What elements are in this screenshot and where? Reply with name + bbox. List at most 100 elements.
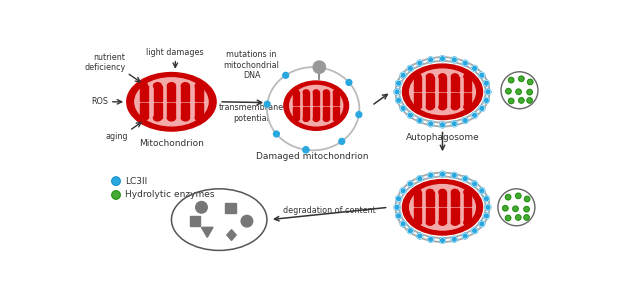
Ellipse shape bbox=[464, 74, 471, 79]
Circle shape bbox=[508, 98, 514, 104]
Bar bbox=[303, 92, 309, 105]
Circle shape bbox=[428, 121, 433, 127]
Ellipse shape bbox=[427, 189, 433, 195]
Text: ROS: ROS bbox=[91, 97, 108, 106]
Ellipse shape bbox=[439, 74, 446, 79]
Bar bbox=[140, 103, 148, 118]
Circle shape bbox=[417, 60, 423, 66]
Circle shape bbox=[407, 228, 414, 234]
Circle shape bbox=[519, 76, 524, 82]
Circle shape bbox=[479, 72, 485, 78]
Bar bbox=[439, 208, 446, 222]
Circle shape bbox=[401, 105, 406, 111]
Circle shape bbox=[401, 221, 406, 227]
Circle shape bbox=[463, 60, 468, 66]
Circle shape bbox=[339, 138, 345, 144]
Ellipse shape bbox=[334, 117, 339, 122]
Circle shape bbox=[394, 205, 400, 210]
Bar bbox=[439, 192, 446, 206]
Circle shape bbox=[527, 98, 533, 103]
Ellipse shape bbox=[324, 90, 329, 94]
Bar bbox=[195, 86, 203, 101]
Circle shape bbox=[479, 105, 485, 111]
Circle shape bbox=[440, 56, 445, 62]
Bar bbox=[167, 103, 175, 118]
Circle shape bbox=[440, 122, 445, 128]
Bar bbox=[439, 93, 446, 107]
Ellipse shape bbox=[414, 189, 421, 195]
Circle shape bbox=[241, 215, 253, 227]
Circle shape bbox=[484, 98, 489, 103]
Ellipse shape bbox=[195, 83, 203, 89]
Circle shape bbox=[273, 131, 280, 137]
Circle shape bbox=[472, 112, 477, 118]
Circle shape bbox=[401, 72, 406, 78]
Bar bbox=[154, 86, 162, 101]
Circle shape bbox=[524, 206, 529, 212]
Circle shape bbox=[313, 61, 326, 73]
Circle shape bbox=[516, 193, 521, 198]
Polygon shape bbox=[202, 227, 213, 237]
Text: Hydrolytic enzymes: Hydrolytic enzymes bbox=[125, 191, 215, 199]
Circle shape bbox=[479, 221, 485, 227]
Text: Mitochondrion: Mitochondrion bbox=[139, 139, 204, 148]
Bar bbox=[334, 107, 339, 119]
Ellipse shape bbox=[284, 81, 348, 130]
Circle shape bbox=[394, 89, 400, 95]
Bar bbox=[225, 203, 236, 213]
Text: LC3II: LC3II bbox=[125, 177, 148, 186]
Bar bbox=[414, 93, 421, 107]
Circle shape bbox=[417, 176, 423, 181]
Bar bbox=[464, 93, 471, 107]
Ellipse shape bbox=[451, 104, 459, 110]
Text: transmembrane
potential: transmembrane potential bbox=[219, 103, 284, 123]
Circle shape bbox=[440, 171, 445, 177]
Bar bbox=[154, 103, 162, 118]
Bar bbox=[464, 208, 471, 222]
Bar bbox=[167, 86, 175, 101]
Ellipse shape bbox=[410, 185, 476, 230]
Circle shape bbox=[440, 238, 445, 243]
Circle shape bbox=[316, 65, 322, 70]
Ellipse shape bbox=[464, 220, 471, 225]
Circle shape bbox=[519, 98, 524, 103]
Circle shape bbox=[428, 172, 433, 178]
Ellipse shape bbox=[303, 117, 309, 122]
Circle shape bbox=[528, 79, 533, 85]
Circle shape bbox=[417, 233, 423, 239]
Bar bbox=[181, 103, 189, 118]
Ellipse shape bbox=[427, 220, 433, 225]
Circle shape bbox=[407, 65, 414, 71]
Circle shape bbox=[527, 89, 533, 95]
Bar bbox=[324, 92, 329, 105]
Circle shape bbox=[516, 215, 521, 220]
Text: light damages: light damages bbox=[146, 48, 204, 57]
Ellipse shape bbox=[414, 74, 421, 79]
Circle shape bbox=[396, 196, 402, 202]
Ellipse shape bbox=[167, 115, 175, 121]
Ellipse shape bbox=[451, 74, 459, 79]
Circle shape bbox=[505, 195, 511, 200]
Circle shape bbox=[346, 80, 352, 85]
Circle shape bbox=[401, 188, 406, 194]
Circle shape bbox=[407, 112, 414, 118]
Bar bbox=[427, 77, 433, 91]
Circle shape bbox=[463, 118, 468, 123]
Ellipse shape bbox=[410, 69, 476, 115]
Circle shape bbox=[506, 88, 511, 94]
Ellipse shape bbox=[126, 72, 216, 131]
Ellipse shape bbox=[154, 115, 162, 121]
Circle shape bbox=[463, 233, 468, 239]
Bar bbox=[451, 192, 459, 206]
Text: Autophagosome: Autophagosome bbox=[405, 133, 479, 142]
Bar bbox=[181, 86, 189, 101]
Circle shape bbox=[451, 236, 457, 242]
Bar bbox=[427, 93, 433, 107]
Circle shape bbox=[428, 236, 433, 242]
Circle shape bbox=[508, 77, 514, 83]
Circle shape bbox=[463, 176, 468, 181]
Ellipse shape bbox=[464, 104, 471, 110]
Circle shape bbox=[472, 65, 477, 71]
Ellipse shape bbox=[439, 104, 446, 110]
Ellipse shape bbox=[135, 78, 208, 126]
